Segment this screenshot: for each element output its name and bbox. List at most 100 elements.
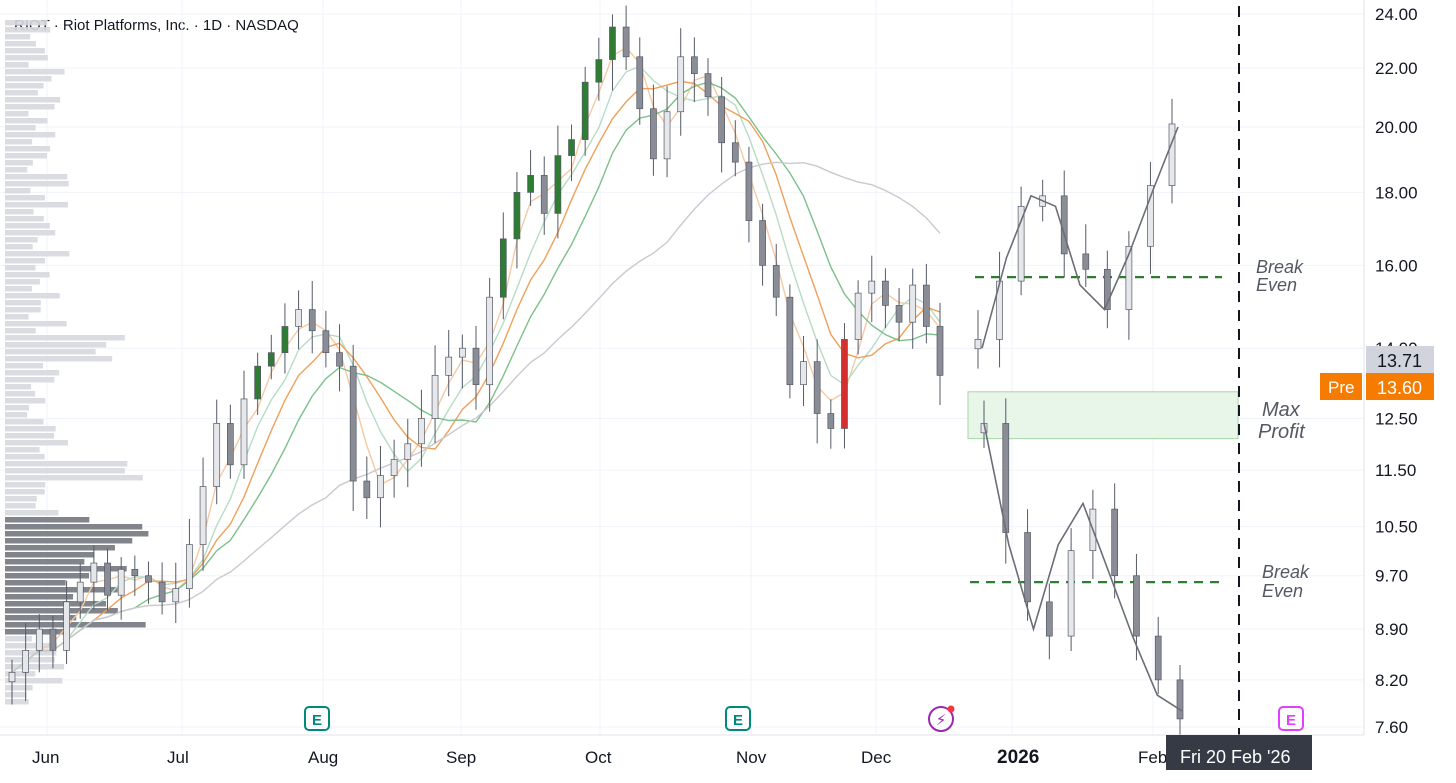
candle-body <box>1024 532 1031 603</box>
price-tick-label: 16.00 <box>1375 256 1418 275</box>
candle-body <box>827 413 835 429</box>
price-tick-label: 22.00 <box>1375 59 1418 78</box>
volume-bar <box>5 167 28 173</box>
candle-body <box>240 398 248 466</box>
volume-bar <box>5 566 127 572</box>
volume-bar <box>5 272 50 278</box>
candle-body <box>49 628 57 651</box>
svg-text:E: E <box>1286 712 1296 729</box>
candle-body <box>923 284 930 327</box>
candle-body <box>704 73 712 98</box>
volume-bar <box>5 349 96 355</box>
volume-bar <box>5 699 29 705</box>
volume-bar <box>5 132 56 138</box>
volume-bar <box>5 615 77 621</box>
candle-body <box>513 192 521 240</box>
candle-body <box>895 305 903 323</box>
candle-body <box>1060 195 1068 255</box>
candle-body <box>349 365 357 482</box>
price-tick-label: 20.00 <box>1375 118 1418 137</box>
volume-bar <box>5 286 32 292</box>
volume-bar <box>5 587 118 593</box>
candle-body <box>854 292 862 340</box>
last-price-badge: 13.71 <box>1366 346 1434 373</box>
volume-bar <box>5 146 51 152</box>
candle-body <box>104 562 111 596</box>
volume-bar <box>5 363 44 369</box>
candle-body <box>390 459 398 476</box>
volume-bar <box>5 370 60 376</box>
candle-body <box>8 672 16 683</box>
candle-body <box>90 562 98 583</box>
volume-bar <box>5 664 65 670</box>
candle-body <box>308 309 316 332</box>
volume-bar <box>5 475 143 481</box>
price-tick-label: 9.70 <box>1375 567 1408 586</box>
volume-bar <box>5 293 60 299</box>
time-tick-label: Aug <box>308 748 338 767</box>
candle-body <box>936 326 944 376</box>
volume-bar <box>5 433 55 439</box>
svg-text:⚡: ⚡ <box>936 712 947 729</box>
earnings-marker-nov[interactable]: E <box>725 706 751 731</box>
volume-bar <box>5 468 125 474</box>
earnings-marker-aug[interactable]: E <box>304 706 330 731</box>
volume-bar <box>5 230 56 236</box>
volume-bar <box>5 181 69 187</box>
time-tick-label: Jul <box>167 748 189 767</box>
candle-body <box>1147 185 1154 247</box>
volume-bar <box>5 538 133 544</box>
time-tick-label: Oct <box>585 748 612 767</box>
time-axis[interactable]: Jun Jul Aug Sep Oct Nov Dec 2026 Feb <box>32 747 1167 768</box>
volume-bar <box>5 265 36 271</box>
volume-bar <box>5 202 69 208</box>
volume-bar <box>5 111 29 117</box>
candle-body <box>404 443 412 460</box>
price-tick-label: 24.00 <box>1375 5 1418 24</box>
volume-bar <box>5 643 57 649</box>
volume-bar <box>5 636 32 642</box>
candle-body <box>691 56 698 74</box>
svg-text:13.71: 13.71 <box>1377 351 1422 371</box>
candle-body <box>281 326 289 354</box>
time-tick-label: Nov <box>736 748 767 767</box>
candle-body <box>868 280 876 294</box>
time-tick-label: 2026 <box>997 747 1039 768</box>
volume-bar <box>5 580 66 586</box>
candle-body <box>486 296 493 386</box>
volume-bar <box>5 69 65 75</box>
price-tick-label: 7.60 <box>1375 718 1408 737</box>
volume-bar <box>5 174 68 180</box>
volume-bar <box>5 559 85 565</box>
price-tick-label: 10.50 <box>1375 518 1418 537</box>
candle-body <box>76 581 84 603</box>
volume-bar <box>5 118 48 124</box>
volume-bar <box>5 503 36 509</box>
candle-body <box>800 361 807 386</box>
candle-body <box>554 155 562 214</box>
earnings-marker-feb[interactable]: E <box>1278 706 1304 731</box>
volume-bar <box>5 97 61 103</box>
candle-body <box>813 361 821 414</box>
sma-200-line <box>11 161 941 673</box>
candle-body <box>158 581 166 603</box>
dividend-marker-dec[interactable]: ⚡ <box>928 705 955 732</box>
candle-body <box>1067 550 1075 637</box>
volume-bar <box>5 447 40 453</box>
svg-text:13.60: 13.60 <box>1377 378 1422 398</box>
volume-bar <box>5 573 90 579</box>
candle-body <box>499 238 507 298</box>
volume-bar <box>5 496 37 502</box>
volume-bar <box>5 545 115 551</box>
price-axis[interactable]: 24.0022.0020.0018.0016.0014.0012.5011.50… <box>1375 5 1418 737</box>
candle-body <box>459 347 466 358</box>
volume-bar <box>5 41 36 47</box>
time-tick-label: Jun <box>32 748 59 767</box>
volume-bar <box>5 244 33 250</box>
volume-bar <box>5 216 44 222</box>
volume-bar <box>5 419 44 425</box>
candle-body <box>1103 268 1111 310</box>
volume-bar <box>5 426 56 432</box>
candle-body <box>172 588 180 603</box>
